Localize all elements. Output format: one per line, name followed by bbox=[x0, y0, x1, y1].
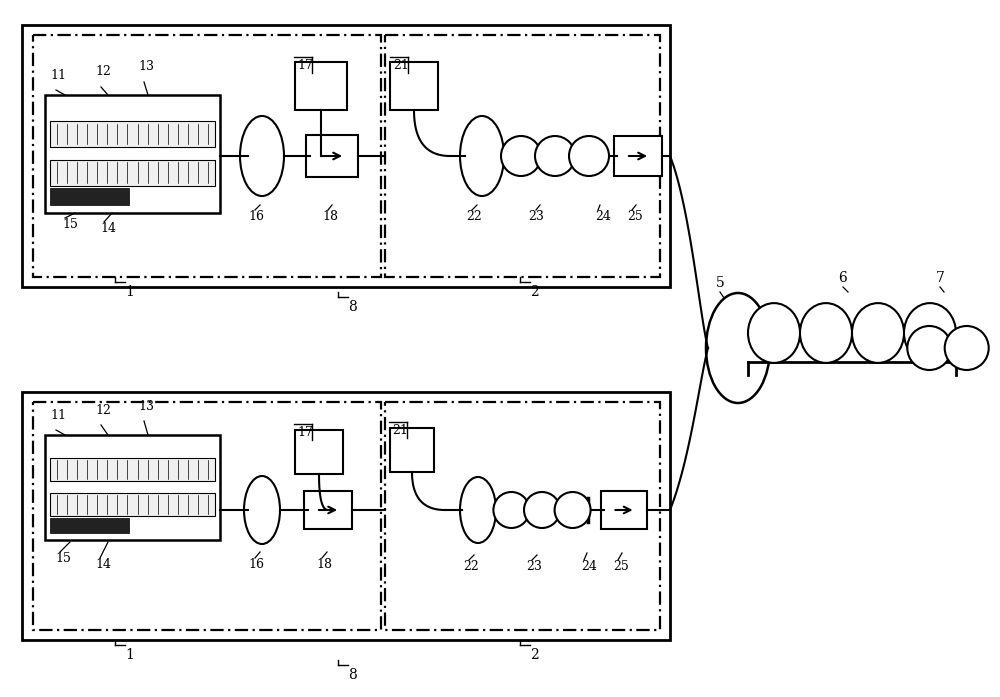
Text: 17: 17 bbox=[297, 59, 313, 72]
Bar bbox=[50, 518, 129, 533]
Bar bbox=[601, 491, 647, 529]
Text: 7: 7 bbox=[936, 271, 945, 285]
Ellipse shape bbox=[460, 116, 504, 196]
Ellipse shape bbox=[945, 326, 989, 370]
Bar bbox=[50, 160, 215, 186]
Bar bbox=[304, 491, 352, 529]
Ellipse shape bbox=[240, 116, 284, 196]
Ellipse shape bbox=[852, 303, 904, 363]
Bar bbox=[33, 35, 381, 277]
Bar bbox=[45, 95, 220, 213]
Bar bbox=[295, 62, 347, 110]
Text: 22: 22 bbox=[463, 560, 479, 573]
Ellipse shape bbox=[706, 293, 770, 403]
Ellipse shape bbox=[493, 492, 529, 528]
Text: 14: 14 bbox=[100, 222, 116, 235]
Bar bbox=[614, 136, 662, 176]
Bar bbox=[306, 135, 358, 177]
Bar bbox=[50, 458, 215, 481]
Ellipse shape bbox=[569, 136, 609, 176]
Text: 1: 1 bbox=[125, 285, 134, 299]
Ellipse shape bbox=[555, 492, 591, 528]
Bar bbox=[50, 188, 129, 205]
Bar bbox=[22, 25, 670, 287]
Text: 25: 25 bbox=[613, 560, 629, 573]
Bar bbox=[385, 402, 660, 630]
Text: 17: 17 bbox=[297, 426, 313, 439]
Ellipse shape bbox=[907, 326, 951, 370]
Text: 2: 2 bbox=[530, 285, 539, 299]
Bar bbox=[295, 430, 343, 474]
Text: 15: 15 bbox=[62, 218, 78, 231]
Text: 16: 16 bbox=[248, 558, 264, 571]
Ellipse shape bbox=[524, 492, 560, 528]
Text: 14: 14 bbox=[95, 558, 111, 571]
Text: 18: 18 bbox=[316, 558, 332, 571]
Ellipse shape bbox=[904, 303, 956, 363]
Text: 23: 23 bbox=[528, 210, 544, 223]
Text: 24: 24 bbox=[595, 210, 611, 223]
Ellipse shape bbox=[748, 303, 800, 363]
Text: 21: 21 bbox=[392, 424, 408, 437]
Text: 16: 16 bbox=[248, 210, 264, 223]
Text: 13: 13 bbox=[138, 60, 154, 73]
Ellipse shape bbox=[800, 303, 852, 363]
Text: 13: 13 bbox=[138, 400, 154, 413]
Ellipse shape bbox=[460, 477, 496, 543]
Bar bbox=[50, 121, 215, 147]
Text: 8: 8 bbox=[348, 668, 357, 682]
Ellipse shape bbox=[501, 136, 541, 176]
Text: 21: 21 bbox=[393, 59, 409, 72]
Text: 2: 2 bbox=[530, 648, 539, 662]
Text: 24: 24 bbox=[581, 560, 597, 573]
Text: 12: 12 bbox=[95, 404, 111, 417]
Text: 18: 18 bbox=[322, 210, 338, 223]
Bar bbox=[45, 435, 220, 540]
Text: 1: 1 bbox=[125, 648, 134, 662]
Text: 15: 15 bbox=[55, 552, 71, 565]
Ellipse shape bbox=[535, 136, 575, 176]
Text: 11: 11 bbox=[50, 409, 66, 422]
Text: 11: 11 bbox=[50, 69, 66, 82]
Bar bbox=[50, 493, 215, 516]
Text: 25: 25 bbox=[627, 210, 643, 223]
Text: 12: 12 bbox=[95, 65, 111, 78]
Text: 8: 8 bbox=[348, 300, 357, 314]
Bar bbox=[390, 62, 438, 110]
Bar bbox=[385, 35, 660, 277]
Bar bbox=[33, 402, 381, 630]
Bar bbox=[22, 392, 670, 640]
Bar bbox=[390, 428, 434, 472]
Text: 5: 5 bbox=[716, 276, 725, 290]
Text: 22: 22 bbox=[466, 210, 482, 223]
Ellipse shape bbox=[244, 476, 280, 544]
Text: 6: 6 bbox=[838, 271, 847, 285]
Text: 23: 23 bbox=[526, 560, 542, 573]
